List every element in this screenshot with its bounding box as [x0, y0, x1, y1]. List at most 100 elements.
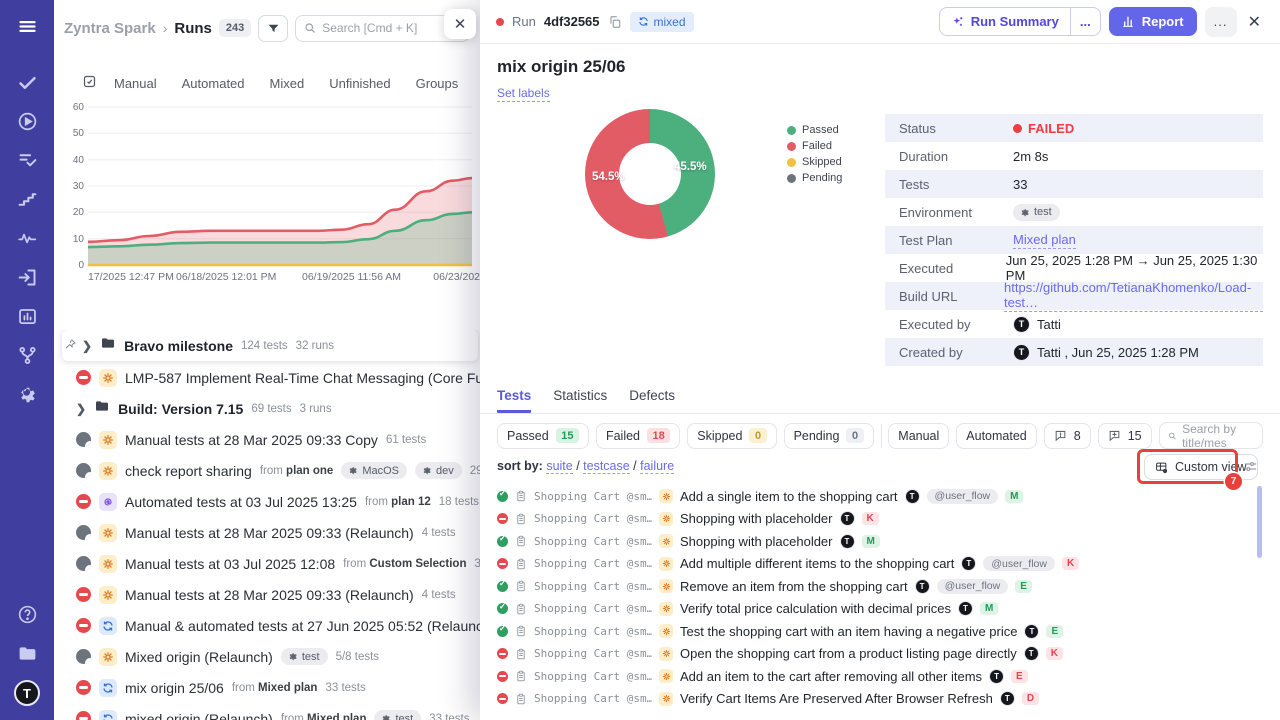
sidebar-item-checks[interactable] [12, 70, 42, 100]
gear-icon [349, 466, 358, 475]
sort-option-failure[interactable]: failure [640, 459, 675, 474]
run-row[interactable]: Manual tests at 28 Mar 2025 09:33 (Relau… [54, 517, 480, 548]
clipboard-icon [515, 670, 527, 682]
detail-link[interactable]: Mixed plan [1013, 231, 1076, 249]
run-row[interactable]: Automated tests at 03 Jul 2025 13:25 from… [54, 486, 480, 517]
tab-manual[interactable]: Manual [114, 75, 157, 91]
run-row[interactable]: Manual & automated tests at 27 Jun 2025 … [54, 610, 480, 641]
test-suite: Shopping Cart @sm… [534, 624, 652, 638]
run-row[interactable]: check report sharing from plan one MacOS de… [54, 455, 480, 486]
sidebar-item-sign-in[interactable] [12, 265, 42, 295]
run-group-row[interactable]: ❯ Bravo milestone 124 tests 32 runs [62, 330, 478, 361]
manual-run-icon [99, 647, 117, 666]
chevron-right-icon[interactable]: ❯ [76, 401, 87, 416]
filter-chip-failed[interactable]: Failed 18 [595, 422, 681, 449]
filter-chip-comment-exclamation[interactable]: 8 [1043, 422, 1091, 449]
test-row[interactable]: Shopping Cart @sm… Open the shopping cart… [480, 643, 1266, 666]
sort-option-suite[interactable]: suite [546, 459, 573, 474]
filter-chip-pending[interactable]: Pending 0 [783, 422, 874, 449]
test-row[interactable]: Shopping Cart @sm… Verify total price cal… [480, 598, 1266, 621]
tab-automated[interactable]: Automated [181, 75, 245, 91]
menu-button[interactable] [12, 14, 42, 44]
sidebar-item-folder[interactable] [12, 641, 42, 671]
sidebar-item-run-play[interactable] [12, 109, 42, 139]
run-summary-button[interactable]: Run Summary [940, 8, 1070, 35]
assignee-avatar: T [999, 691, 1015, 707]
run-row[interactable]: mix origin 25/06 from Mixed plan 33 tests [54, 672, 480, 703]
detail-label: Executed [899, 260, 954, 276]
filter-chip-skipped[interactable]: Skipped 0 [687, 422, 777, 449]
run-row[interactable]: LMP-587 Implement Real-Time Chat Messagi… [54, 362, 480, 393]
chevron-right-icon[interactable]: ❯ [82, 338, 93, 353]
detail-row: Executed by T Tatti [885, 310, 1263, 338]
run-row[interactable]: Manual tests at 28 Mar 2025 09:33 Copy 61… [54, 424, 480, 455]
test-row[interactable]: Shopping Cart @sm… Shopping with placehol… [480, 508, 1266, 531]
run-row[interactable]: Manual tests at 03 Jul 2025 12:08 from Cu… [54, 548, 480, 579]
test-row[interactable]: Shopping Cart @sm… Verify Cart Items Are … [480, 688, 1266, 711]
filter-button[interactable] [258, 14, 289, 42]
runs-search-input[interactable]: Search [Cmd + K] [295, 14, 470, 42]
tests-scrollbar[interactable] [1257, 486, 1262, 558]
panel-close-button[interactable]: ✕ [444, 9, 476, 39]
view-settings-button[interactable] [1243, 459, 1258, 479]
test-row[interactable]: Shopping Cart @sm… Add a single item to t… [480, 485, 1266, 508]
filter-chip-manual[interactable]: Manual [888, 422, 950, 449]
run-all-icon[interactable] [82, 74, 97, 92]
sort-option-testcase[interactable]: testcase [583, 459, 630, 474]
user-flow-tag: @user_flow [983, 556, 1055, 572]
test-row[interactable]: Shopping Cart @sm… Shopping with placehol… [480, 530, 1266, 553]
checks-icon [17, 72, 38, 98]
test-row[interactable]: Shopping Cart @sm… Test the shopping cart… [480, 620, 1266, 643]
run-row[interactable]: Manual tests at 28 Mar 2025 09:33 (Relau… [54, 579, 480, 610]
sidebar-item-activity[interactable] [12, 226, 42, 256]
sidebar-item-test-list[interactable] [12, 148, 42, 178]
funnel-icon [268, 24, 279, 32]
drawer-more-button[interactable]: ... [1204, 6, 1237, 37]
test-row[interactable]: Shopping Cart @sm… Remove an item from th… [480, 575, 1266, 598]
sidebar-item-gear[interactable] [12, 382, 42, 412]
breadcrumb-app[interactable]: Zyntra Spark [64, 19, 156, 37]
tab-unfinished[interactable]: Unfinished [329, 75, 391, 91]
tab-defects[interactable]: Defects [629, 388, 676, 403]
donut-legend: Passed Failed Skipped Pending [787, 122, 842, 186]
run-from-plan: from plan one [259, 464, 334, 477]
detail-row: Duration 2m 8s [885, 142, 1263, 170]
tab-groups[interactable]: Groups [415, 75, 459, 91]
assignee-avatar: T [914, 578, 930, 594]
run-summary-more-button[interactable]: ... [1069, 8, 1100, 35]
test-row[interactable]: Shopping Cart @sm… Add an item to the car… [480, 665, 1266, 688]
assignee-avatar: T [839, 511, 855, 527]
copy-run-id-button[interactable] [608, 15, 622, 29]
set-labels-link[interactable]: Set labels [497, 86, 550, 102]
run-row[interactable]: mixed origin (Relaunch) from Mixed plan te… [54, 703, 480, 720]
tab-statistics[interactable]: Statistics [553, 388, 608, 403]
run-tests-count: 33 tests [325, 681, 366, 694]
run-row[interactable]: Mixed origin (Relaunch) test 5/8 tests [54, 641, 480, 672]
filter-chip-automated[interactable]: Automated [956, 422, 1037, 449]
detail-link[interactable]: https://github.com/TetianaKhomenko/Load-… [1004, 280, 1263, 312]
report-button[interactable]: Report [1108, 7, 1197, 36]
breadcrumb-page: Runs [174, 19, 212, 37]
test-title: Open the shopping cart from a product li… [680, 646, 1017, 662]
user-avatar[interactable]: T [14, 680, 40, 706]
tab-mixed[interactable]: Mixed [269, 75, 305, 91]
test-title: Remove an item from the shopping cart [680, 578, 908, 594]
y-axis-tick: 20 [72, 207, 84, 218]
filter-chip-passed[interactable]: Passed 15 [497, 422, 589, 449]
drawer-close-button[interactable]: ✕ [1247, 13, 1261, 31]
sidebar-item-help[interactable] [12, 602, 42, 632]
filter-chip-comment-plus[interactable]: 15 [1097, 422, 1152, 449]
run-title: Manual tests at 03 Jul 2025 12:08 [125, 555, 336, 572]
milestone-letter-badge: K [1061, 557, 1080, 571]
sidebar-item-steps[interactable] [12, 187, 42, 217]
sidebar-item-branch[interactable] [12, 343, 42, 373]
run-group-row[interactable]: ❯ Build: Version 7.15 69 tests 3 runs [54, 393, 480, 424]
detail-value: 33 [1013, 177, 1027, 192]
tab-tests[interactable]: Tests [497, 388, 532, 413]
run-details-table: Status FAILED Duration 2m 8s Tests 33 Environm… [885, 114, 1263, 366]
tests-search-input[interactable]: Search by title/mes [1158, 422, 1263, 450]
sidebar-item-reports[interactable] [12, 304, 42, 334]
chip-count: 8 [1073, 428, 1081, 443]
folder-icon [94, 398, 110, 419]
test-row[interactable]: Shopping Cart @sm… Add multiple different… [480, 553, 1266, 576]
